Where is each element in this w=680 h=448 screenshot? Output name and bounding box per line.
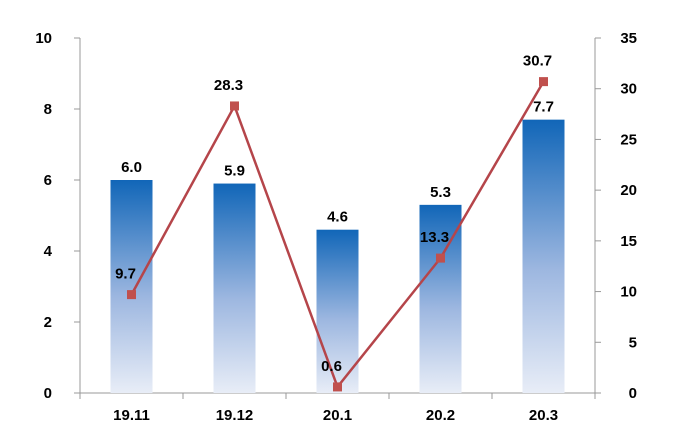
y-right-tick-label: 15 [620,233,637,250]
y-left-tick-label: 0 [44,385,52,402]
bar [110,180,153,393]
line-point [127,290,136,300]
line-point [436,253,445,263]
x-tick-label: 20.3 [529,407,558,424]
x-tick-label: 19.12 [216,407,254,424]
line-point [333,382,342,392]
bar [316,229,359,393]
y-right-tick-label: 20 [620,182,637,199]
bar-value-label: 5.9 [224,163,245,180]
y-left-tick-label: 8 [44,101,52,118]
x-tick-label: 20.1 [323,407,352,424]
x-tick-label: 20.2 [426,407,455,424]
bar [213,183,256,393]
y-left-tick-label: 10 [35,30,52,47]
y-right-tick-label: 35 [620,30,637,47]
bar-value-label: 7.7 [533,99,554,116]
line-point [539,77,548,87]
line-value-label: 28.3 [214,77,243,94]
y-left-tick-label: 6 [44,172,52,189]
line-value-label: 9.7 [115,266,136,283]
y-left-tick-label: 4 [44,243,53,260]
y-right-tick-label: 5 [629,334,637,351]
y-right-tick-label: 0 [629,385,637,402]
line-value-label: 0.6 [321,358,342,375]
y-left-tick-label: 2 [44,314,52,331]
bar [522,119,565,394]
data-labels: 6.0 5.9 4.6 5.3 7.7 9.7 28.3 0.6 13.3 30.7 [115,53,554,375]
y-right-tick-label: 30 [620,81,637,98]
y-right-tick-label: 25 [620,131,637,148]
x-tick-label: 19.11 [113,407,150,424]
bar-value-label: 5.3 [430,184,451,201]
bar-value-label: 6.0 [121,159,142,176]
y-right-tick-label: 10 [620,284,637,301]
line-value-label: 30.7 [523,53,552,70]
line-point [230,101,239,111]
axes: 0 2 4 6 8 10 0 5 10 15 20 25 30 35 19.11 19.12 20.1 20.2 2… [35,30,637,424]
line-value-label: 13.3 [420,229,449,246]
bar-series [110,119,565,394]
line-series [127,77,548,392]
bar-value-label: 4.6 [327,209,348,226]
